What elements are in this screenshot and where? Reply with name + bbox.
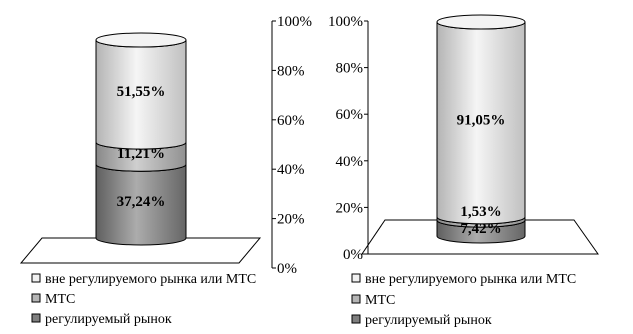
- legend-swatch: [31, 273, 41, 283]
- chart-2: 0% 20% 40% 60% 80% 100% 7,42%1,53% 91,05% вне ре…: [328, 14, 599, 328]
- y-tick-label: 20%: [277, 212, 305, 228]
- y-tick-label: 0%: [343, 247, 363, 263]
- y-tick-label: 0%: [277, 261, 297, 277]
- legend-swatch: [351, 294, 361, 304]
- chart-floor: [361, 219, 599, 255]
- data-label: 7,42%: [460, 221, 501, 237]
- legend-label: регулируемый рынок: [45, 312, 172, 327]
- y-tick-label: 100%: [277, 14, 312, 30]
- cylinder-top-cap: [95, 32, 187, 48]
- data-label: 11,21%: [117, 146, 165, 162]
- y-tick-label: 60%: [336, 107, 364, 123]
- legend-label: вне регулируемого рынка или МТС: [365, 272, 576, 287]
- y-tick-label: 20%: [336, 200, 364, 216]
- data-label: 51,55%: [117, 84, 166, 100]
- y-tick-label: 100%: [328, 14, 363, 30]
- legend-swatch: [351, 314, 361, 324]
- cylinder-top-cap: [436, 14, 526, 30]
- legend-label: МТС: [365, 293, 395, 308]
- legend-swatch: [31, 313, 41, 323]
- chart-1: 0% 20% 40% 60% 80% 100% 37,24% 11,21% 51,55% вне …: [19, 14, 312, 327]
- y-tick-label: 80%: [336, 61, 364, 77]
- data-label: 1,53%: [460, 204, 501, 220]
- legend-label: регулируемый рынок: [365, 313, 492, 328]
- data-label: 37,24%: [117, 194, 166, 210]
- legend-label: МТС: [45, 292, 75, 307]
- data-label: 91,05%: [457, 112, 506, 128]
- chart-floor: [19, 237, 262, 264]
- legend-swatch: [351, 273, 361, 283]
- y-tick-label: 80%: [277, 63, 305, 79]
- legend-label: вне регулируемого рынка или МТС: [45, 272, 256, 287]
- legend-swatch: [31, 293, 41, 303]
- y-tick-label: 40%: [336, 154, 364, 170]
- y-tick-label: 60%: [277, 113, 305, 129]
- y-tick-label: 40%: [277, 162, 305, 178]
